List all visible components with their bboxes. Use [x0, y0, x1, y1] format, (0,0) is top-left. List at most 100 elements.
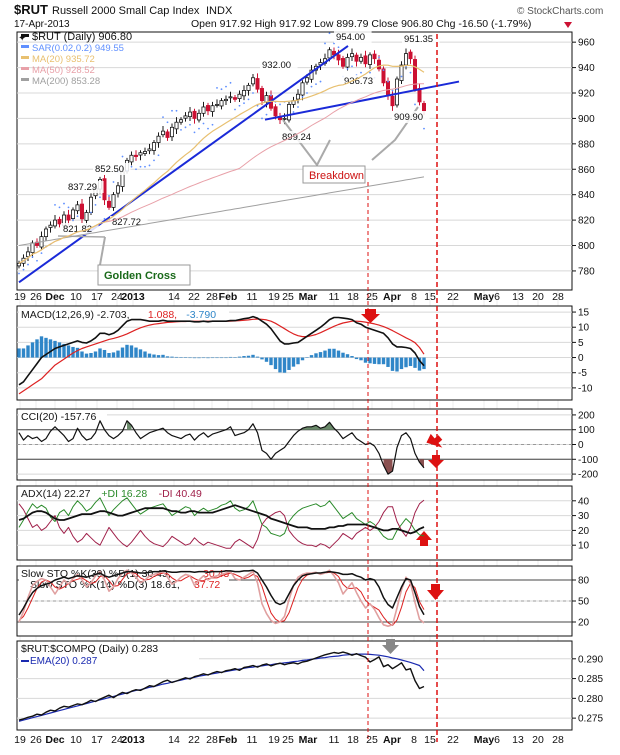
sar-dot [328, 32, 331, 35]
legend-swatch [21, 67, 29, 70]
sar-dot [378, 56, 380, 59]
macd-legend-label: -3.790 [186, 309, 216, 321]
macd-histogram-bar [291, 357, 296, 367]
macd-histogram-bar [129, 345, 134, 358]
x-axis-label: 25 [282, 291, 294, 303]
macd-histogram-bar [71, 346, 75, 358]
price-candle [89, 196, 94, 213]
price-candle [259, 88, 264, 102]
macd-histogram-bar [377, 357, 381, 365]
price-candle [403, 53, 408, 66]
macd-histogram-bar [282, 357, 287, 373]
macd-line [18, 315, 425, 386]
chart-header: $RUT Russell 2000 Small Cap Index INDX ©… [14, 2, 603, 30]
macd-histogram-bar [237, 356, 242, 358]
price-candle [246, 84, 251, 91]
sar-dot [54, 203, 56, 206]
macd-histogram-bar [336, 350, 341, 358]
sar-dot [94, 203, 97, 206]
macd-histogram-bar [197, 357, 201, 359]
x-axis-label: 22 [188, 291, 200, 303]
price-candle [394, 78, 399, 106]
sar-dot [234, 108, 236, 111]
price-candle [138, 152, 143, 156]
x-axis-label: 24 [111, 291, 123, 303]
price-candle [25, 251, 30, 258]
price-candle [399, 64, 404, 81]
x-axis-label: 28 [206, 734, 218, 746]
legend-swatch [21, 660, 29, 662]
sar-dot [67, 206, 70, 209]
macd-histogram-bar [80, 351, 84, 358]
price-candle [354, 54, 359, 62]
sar-dot [162, 116, 164, 119]
sar-dot [346, 67, 349, 70]
macd-histogram-bar [57, 342, 62, 358]
macd-histogram-bar [323, 350, 327, 358]
sar-dot [144, 165, 146, 168]
price-frame [16, 31, 573, 291]
macd-histogram-bar [147, 353, 152, 358]
macd-histogram-bar [17, 348, 21, 358]
legend-swatch [21, 56, 29, 59]
macd-tick-label: 15 [578, 308, 590, 319]
macd-histogram-bar [224, 357, 228, 359]
sar-dot [166, 121, 169, 124]
macd-histogram-bar [35, 339, 39, 358]
cci-fill-area [383, 459, 393, 475]
x-axis-label: Apr [383, 734, 401, 746]
sar-dot [103, 217, 106, 220]
x-axis-label: 26 [30, 734, 42, 746]
watermark: © StockCharts.com [517, 6, 603, 17]
price-candle [30, 242, 35, 254]
price-candle [358, 57, 363, 62]
macd-histogram-bar [188, 357, 192, 359]
x-axis-label: 14 [168, 734, 180, 746]
price-legend-label: $RUT (Daily) 906.80 [32, 31, 132, 43]
price-annotation-bg [93, 163, 131, 175]
x-axis-label: 28 [206, 291, 218, 303]
price-candle [255, 78, 260, 90]
macd-histogram-bar [26, 345, 30, 358]
macd-histogram-bar [75, 347, 80, 358]
sar-dot [220, 88, 223, 91]
support-trendline [264, 80, 460, 121]
golden-cross-callout-box [97, 264, 191, 286]
sar-dot [36, 259, 38, 262]
price-candle [16, 262, 21, 267]
sar-dot [130, 165, 133, 168]
price-candle [250, 77, 255, 85]
candle-icon: ✦ [18, 33, 26, 44]
plus-di-line [18, 497, 425, 540]
price-tick-label: 900 [578, 114, 595, 125]
sto-k39-line [18, 569, 425, 616]
price-tick-label: 960 [578, 38, 595, 49]
sar-dot [76, 215, 79, 218]
x-axis-label: 25 [366, 734, 378, 746]
price-candle [116, 185, 121, 194]
macd-histogram-bar [233, 357, 237, 358]
x-axis-label: 17 [91, 734, 103, 746]
macd-histogram-bar [278, 357, 282, 373]
sar-dot [292, 111, 295, 113]
price-annotation-bg [334, 31, 372, 43]
x-axis-label: 13 [512, 734, 524, 746]
cci-tick-label: 200 [578, 410, 595, 421]
macd-histogram-bar [422, 357, 426, 370]
price-annotation: 852.50 [95, 164, 124, 175]
price-candle [156, 135, 161, 143]
ratio-legend-label: $RUT:$COMPQ (Daily) 0.283 [21, 643, 158, 655]
x-axis-label: 19 [268, 734, 280, 746]
sar-dot [216, 87, 218, 89]
down-arrow-icon [427, 584, 444, 600]
sar-dot [382, 69, 385, 72]
x-axis-label: 11 [329, 291, 340, 303]
macd-histogram-bar [116, 350, 120, 358]
price-candle [295, 93, 300, 100]
price-candle [196, 112, 201, 121]
sar-dot [252, 92, 254, 94]
cci-line [18, 420, 425, 475]
price-candle [151, 142, 156, 151]
sar-dot [306, 92, 308, 94]
price-candle [273, 106, 278, 117]
